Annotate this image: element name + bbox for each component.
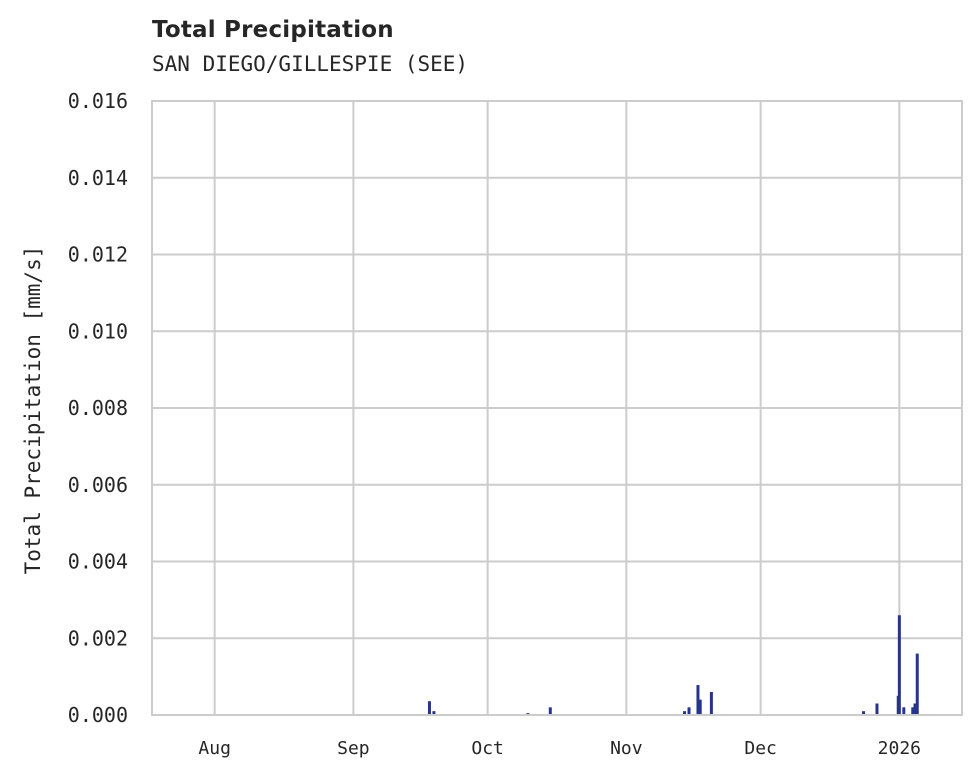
x-tick-label: 2026 xyxy=(878,738,921,759)
data-bars xyxy=(427,615,919,715)
y-tick-label: 0.010 xyxy=(68,319,128,343)
precipitation-bar xyxy=(687,707,691,715)
y-tick-label: 0.016 xyxy=(68,89,128,113)
precipitation-bar xyxy=(915,653,919,715)
precipitation-bar xyxy=(911,707,915,715)
y-tick-label: 0.004 xyxy=(68,550,128,574)
x-tick-label: Nov xyxy=(610,738,643,759)
x-tick-label: Oct xyxy=(471,738,504,759)
precipitation-bar xyxy=(432,711,436,715)
y-tick-label: 0.014 xyxy=(68,166,128,190)
x-tick-label: Sep xyxy=(337,738,370,759)
plot-frame xyxy=(151,100,963,716)
y-axis-ticks: 0.000 0.002 0.004 0.006 0.008 0.010 0.012 0.014… xyxy=(68,89,128,727)
y-tick-label: 0.002 xyxy=(68,626,128,650)
x-tick-label: Dec xyxy=(744,738,777,759)
y-tick-label: 0.000 xyxy=(68,703,128,727)
precipitation-bar xyxy=(698,699,702,715)
precipitation-bar xyxy=(548,707,552,715)
chart-subtitle: SAN DIEGO/GILLESPIE (SEE) xyxy=(152,52,469,76)
precipitation-bar xyxy=(862,711,866,715)
x-axis-ticks: Aug Sep Oct Nov Dec 2026 xyxy=(198,738,921,759)
precipitation-bar xyxy=(913,703,917,715)
y-tick-label: 0.012 xyxy=(68,243,128,267)
precipitation-bar xyxy=(709,691,713,715)
y-tick-label: 0.008 xyxy=(68,396,128,420)
precipitation-bar xyxy=(683,711,687,715)
precipitation-bar xyxy=(902,707,906,715)
x-tick-label: Aug xyxy=(198,738,231,759)
precipitation-bar xyxy=(696,685,700,715)
grid-lines xyxy=(152,100,962,716)
precipitation-bar xyxy=(897,615,901,715)
y-tick-label: 0.006 xyxy=(68,473,128,497)
precipitation-bar xyxy=(875,703,879,715)
precipitation-bar xyxy=(427,701,431,715)
chart-title: Total Precipitation xyxy=(152,17,394,43)
